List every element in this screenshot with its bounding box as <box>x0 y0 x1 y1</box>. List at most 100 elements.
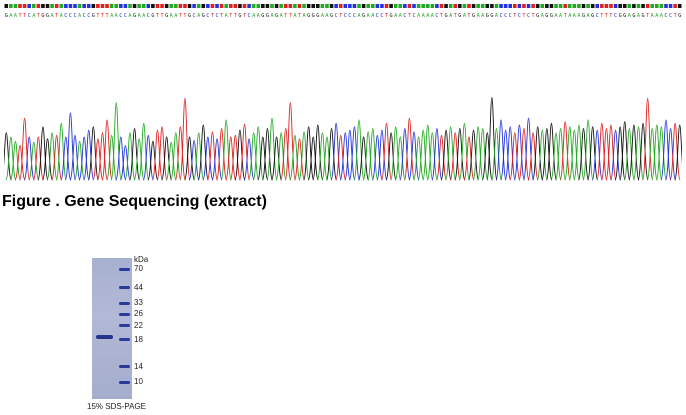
base-letter: A <box>431 13 435 19</box>
trace-peak <box>243 138 255 181</box>
trace-peak <box>500 129 512 181</box>
trace-peak <box>394 136 406 181</box>
base-letter: C <box>215 13 218 19</box>
base-letter: A <box>138 13 142 19</box>
trace-peak <box>303 126 315 181</box>
trace-peak <box>5 136 17 181</box>
marker-size-label: 26 <box>134 309 143 319</box>
base-color-block <box>279 4 283 8</box>
trace-peak <box>362 131 374 181</box>
trace-peak <box>106 134 118 181</box>
base-letter: T <box>211 13 214 19</box>
base-color-block <box>155 4 160 8</box>
base-letter: A <box>587 13 591 19</box>
marker-size-label: 22 <box>134 320 143 330</box>
trace-peak <box>133 138 145 181</box>
base-letter: G <box>545 13 548 19</box>
base-letter: G <box>445 13 448 19</box>
trace-peak <box>568 129 580 181</box>
trace-peak <box>326 127 338 181</box>
trace-peak <box>536 129 548 181</box>
trace-peak <box>614 126 626 181</box>
base-color-block <box>622 4 627 8</box>
trace-peak <box>174 126 186 181</box>
base-letter: T <box>106 13 109 19</box>
base-color-block <box>343 4 348 8</box>
base-letter: T <box>160 13 163 19</box>
base-color-block <box>458 4 462 8</box>
base-color-block <box>467 4 471 8</box>
trace-peak <box>78 136 90 181</box>
base-letter: A <box>577 13 581 19</box>
trace-peak <box>545 122 557 181</box>
base-color-block <box>398 4 403 8</box>
base-color-block <box>215 4 219 8</box>
base-letter: C <box>119 13 122 19</box>
base-color-block <box>13 4 18 8</box>
base-color-block <box>554 4 558 8</box>
base-letter: T <box>23 13 26 19</box>
trace-peak <box>92 138 104 181</box>
base-color-block <box>522 4 526 8</box>
base-letter: A <box>60 13 64 19</box>
base-letter: G <box>458 13 461 19</box>
base-color-block <box>590 4 595 8</box>
base-letter: A <box>252 13 256 19</box>
trace-peak <box>504 126 516 181</box>
marker-size-label: 14 <box>134 361 143 371</box>
base-color-block <box>416 4 421 8</box>
base-letter: T <box>674 13 677 19</box>
trace-peak <box>261 127 273 181</box>
base-color-block <box>540 4 545 8</box>
trace-peak <box>14 145 26 181</box>
base-letter: C <box>435 13 438 19</box>
base-color-block <box>366 4 370 8</box>
base-color-block <box>677 4 682 8</box>
base-letter: A <box>128 13 132 19</box>
base-letter: T <box>440 13 443 19</box>
trace-peak <box>74 140 86 181</box>
marker-size-label: 70 <box>134 264 143 274</box>
base-letter: T <box>179 13 182 19</box>
base-color-block <box>297 4 302 8</box>
base-letter: A <box>51 13 55 19</box>
trace-peak <box>23 136 35 181</box>
base-color-block <box>293 4 297 8</box>
base-color-block <box>370 4 375 8</box>
base-color-block <box>361 4 366 8</box>
base-color-block <box>476 4 480 8</box>
base-letter: G <box>41 13 44 19</box>
base-color-block <box>265 4 270 8</box>
trace-peak <box>490 127 502 181</box>
base-color-block <box>558 4 563 8</box>
base-letter: G <box>316 13 319 19</box>
base-letter: C <box>348 13 351 19</box>
base-letter: C <box>403 13 406 19</box>
trace-peak <box>463 136 475 181</box>
trace-peak <box>179 97 191 181</box>
trace-peak <box>385 132 397 181</box>
base-letter: G <box>390 13 393 19</box>
trace-peak <box>578 127 589 181</box>
marker-band <box>119 267 130 271</box>
trace-peak <box>596 122 608 181</box>
base-color-block <box>403 4 407 8</box>
trace-peak <box>124 132 136 181</box>
base-letter: G <box>307 13 310 19</box>
base-color-block <box>82 4 86 8</box>
base-letter: A <box>637 13 641 19</box>
trace-peak <box>481 132 493 181</box>
trace-peak <box>252 126 264 181</box>
trace-peak <box>28 141 40 181</box>
base-color-block <box>261 4 265 8</box>
base-color-block <box>357 4 361 8</box>
base-color-block <box>270 4 274 8</box>
trace-peak <box>339 132 351 181</box>
base-color-block <box>119 4 123 8</box>
base-letter: A <box>174 13 178 19</box>
base-letter: A <box>541 13 545 19</box>
trace-peak <box>422 124 434 181</box>
base-letter: C <box>509 13 512 19</box>
trace-peak <box>46 132 58 181</box>
